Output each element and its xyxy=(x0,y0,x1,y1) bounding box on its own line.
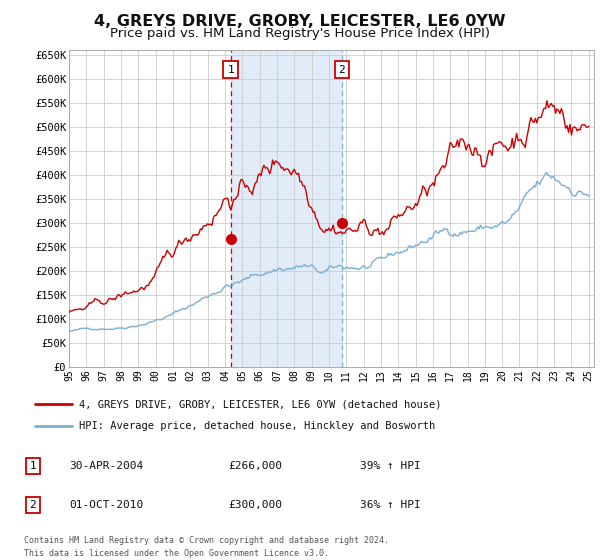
Text: This data is licensed under the Open Government Licence v3.0.: This data is licensed under the Open Gov… xyxy=(24,549,329,558)
Text: 39% ↑ HPI: 39% ↑ HPI xyxy=(360,461,421,471)
Text: 01-OCT-2010: 01-OCT-2010 xyxy=(69,500,143,510)
Text: 4, GREYS DRIVE, GROBY, LEICESTER, LE6 0YW (detached house): 4, GREYS DRIVE, GROBY, LEICESTER, LE6 0Y… xyxy=(79,399,442,409)
Text: 30-APR-2004: 30-APR-2004 xyxy=(69,461,143,471)
Text: Contains HM Land Registry data © Crown copyright and database right 2024.: Contains HM Land Registry data © Crown c… xyxy=(24,536,389,545)
Text: 1: 1 xyxy=(227,64,234,74)
Text: £300,000: £300,000 xyxy=(228,500,282,510)
Text: £266,000: £266,000 xyxy=(228,461,282,471)
Text: 2: 2 xyxy=(338,64,345,74)
Text: 36% ↑ HPI: 36% ↑ HPI xyxy=(360,500,421,510)
Text: Price paid vs. HM Land Registry's House Price Index (HPI): Price paid vs. HM Land Registry's House … xyxy=(110,27,490,40)
Text: 4, GREYS DRIVE, GROBY, LEICESTER, LE6 0YW: 4, GREYS DRIVE, GROBY, LEICESTER, LE6 0Y… xyxy=(94,14,506,29)
Text: 2: 2 xyxy=(29,500,37,510)
Text: 1: 1 xyxy=(29,461,37,471)
Text: HPI: Average price, detached house, Hinckley and Bosworth: HPI: Average price, detached house, Hinc… xyxy=(79,421,436,431)
Bar xyxy=(230,50,342,367)
